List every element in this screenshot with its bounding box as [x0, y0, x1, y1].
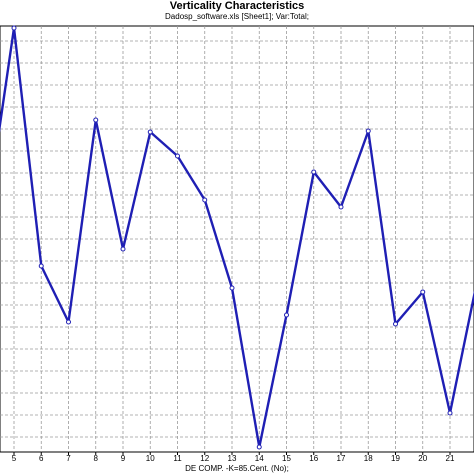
- data-point: [284, 312, 289, 318]
- data-point: [256, 444, 262, 450]
- data-point: [66, 319, 71, 325]
- x-tick-label: 11: [173, 454, 182, 463]
- x-tick-label: 21: [446, 454, 455, 463]
- data-point: [365, 128, 371, 134]
- x-tick-label: 8: [94, 454, 99, 463]
- x-tick-label: 6: [39, 454, 44, 463]
- x-tick-label: 9: [121, 454, 126, 463]
- x-tick-label: 14: [255, 454, 264, 463]
- x-tick-label: 7: [66, 454, 71, 463]
- x-tick-label: 20: [418, 454, 427, 463]
- data-point: [147, 129, 153, 135]
- data-point: [120, 246, 126, 252]
- x-tick-label: 10: [146, 454, 155, 463]
- x-tick-label: 16: [309, 454, 318, 463]
- grid-lines: [0, 26, 474, 452]
- data-point: [311, 169, 317, 175]
- x-tick-label: 19: [391, 454, 400, 463]
- data-point: [93, 117, 99, 123]
- x-tick-label: 17: [337, 454, 346, 463]
- data-point: [393, 321, 398, 327]
- x-tick-label: 12: [200, 454, 209, 463]
- data-point: [11, 25, 17, 31]
- data-point: [338, 204, 344, 210]
- x-tick-label: 18: [364, 454, 373, 463]
- x-tick-label: 5: [12, 454, 17, 463]
- chart-title: Verticality Characteristics: [169, 0, 305, 12]
- chart-subtitle: Dadosp_software.xls [Sheet1]; Var:Total;: [165, 12, 309, 21]
- x-tick-label: 13: [228, 454, 237, 463]
- series-group: [0, 25, 474, 450]
- x-tick-label: 15: [282, 454, 291, 463]
- data-point: [38, 263, 44, 269]
- x-ticks: 5 6 7 8 9 10 11 12 13 14 15 16 17 18 19 20 21: [12, 452, 455, 463]
- x-axis-label: DE COMP. -K=85.Cent. (No);: [185, 464, 289, 473]
- data-point: [447, 410, 453, 416]
- data-point: [202, 197, 208, 203]
- data-point: [229, 285, 235, 291]
- data-point: [175, 153, 180, 159]
- data-point: [420, 289, 426, 295]
